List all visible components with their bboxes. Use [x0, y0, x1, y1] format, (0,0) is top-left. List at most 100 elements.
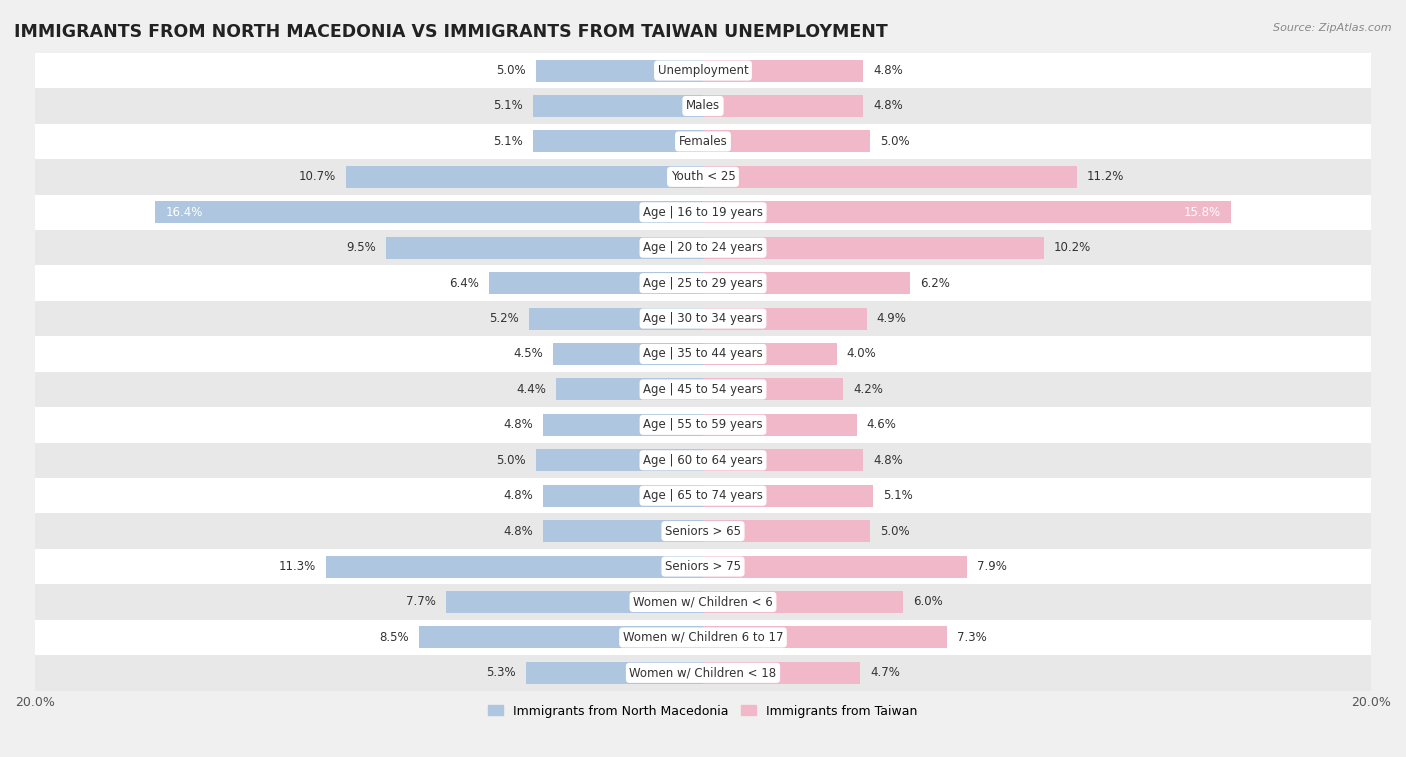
Bar	[703, 130, 870, 152]
Text: Women w/ Children 6 to 17: Women w/ Children 6 to 17	[623, 631, 783, 644]
Bar	[703, 484, 873, 506]
Text: 4.6%: 4.6%	[866, 419, 897, 431]
Legend: Immigrants from North Macedonia, Immigrants from Taiwan: Immigrants from North Macedonia, Immigra…	[484, 699, 922, 723]
Bar	[703, 556, 967, 578]
FancyBboxPatch shape	[35, 478, 1371, 513]
Bar	[385, 237, 703, 259]
Text: Age | 35 to 44 years: Age | 35 to 44 years	[643, 347, 763, 360]
Text: 7.7%: 7.7%	[406, 596, 436, 609]
Text: 5.0%: 5.0%	[496, 64, 526, 77]
Bar	[703, 343, 837, 365]
Bar	[703, 520, 870, 542]
Text: 8.5%: 8.5%	[380, 631, 409, 644]
Text: Age | 55 to 59 years: Age | 55 to 59 years	[643, 419, 763, 431]
Bar	[703, 378, 844, 400]
FancyBboxPatch shape	[35, 655, 1371, 690]
Text: Seniors > 75: Seniors > 75	[665, 560, 741, 573]
Bar	[703, 273, 910, 294]
FancyBboxPatch shape	[35, 159, 1371, 195]
FancyBboxPatch shape	[35, 549, 1371, 584]
Bar	[533, 95, 703, 117]
Text: Males: Males	[686, 99, 720, 113]
Text: 9.5%: 9.5%	[346, 241, 375, 254]
Text: Age | 16 to 19 years: Age | 16 to 19 years	[643, 206, 763, 219]
Text: 4.2%: 4.2%	[853, 383, 883, 396]
Text: 16.4%: 16.4%	[166, 206, 202, 219]
Bar	[703, 450, 863, 472]
Text: 10.7%: 10.7%	[298, 170, 336, 183]
Text: 4.8%: 4.8%	[873, 99, 903, 113]
Bar	[703, 60, 863, 82]
FancyBboxPatch shape	[35, 372, 1371, 407]
FancyBboxPatch shape	[35, 301, 1371, 336]
FancyBboxPatch shape	[35, 513, 1371, 549]
Bar	[529, 307, 703, 329]
Text: 15.8%: 15.8%	[1184, 206, 1220, 219]
Bar	[533, 130, 703, 152]
Text: 7.3%: 7.3%	[957, 631, 987, 644]
Text: 5.2%: 5.2%	[489, 312, 519, 325]
Text: 6.0%: 6.0%	[914, 596, 943, 609]
Bar	[489, 273, 703, 294]
Bar	[555, 378, 703, 400]
Text: 4.8%: 4.8%	[503, 525, 533, 537]
Bar	[155, 201, 703, 223]
Text: Age | 30 to 34 years: Age | 30 to 34 years	[643, 312, 763, 325]
Text: Age | 60 to 64 years: Age | 60 to 64 years	[643, 453, 763, 467]
Text: 4.7%: 4.7%	[870, 666, 900, 679]
Text: 7.9%: 7.9%	[977, 560, 1007, 573]
Text: Youth < 25: Youth < 25	[671, 170, 735, 183]
Text: 5.3%: 5.3%	[486, 666, 516, 679]
Bar	[703, 627, 946, 649]
Bar	[536, 450, 703, 472]
Text: 4.9%: 4.9%	[877, 312, 907, 325]
Text: 11.3%: 11.3%	[278, 560, 315, 573]
FancyBboxPatch shape	[35, 336, 1371, 372]
Text: Unemployment: Unemployment	[658, 64, 748, 77]
FancyBboxPatch shape	[35, 407, 1371, 443]
Bar	[703, 237, 1043, 259]
Bar	[703, 201, 1230, 223]
Text: 4.8%: 4.8%	[873, 64, 903, 77]
Text: 4.8%: 4.8%	[873, 453, 903, 467]
FancyBboxPatch shape	[35, 53, 1371, 89]
Bar	[703, 414, 856, 436]
Text: 4.8%: 4.8%	[503, 419, 533, 431]
FancyBboxPatch shape	[35, 443, 1371, 478]
Text: 4.0%: 4.0%	[846, 347, 876, 360]
Text: Source: ZipAtlas.com: Source: ZipAtlas.com	[1274, 23, 1392, 33]
Text: IMMIGRANTS FROM NORTH MACEDONIA VS IMMIGRANTS FROM TAIWAN UNEMPLOYMENT: IMMIGRANTS FROM NORTH MACEDONIA VS IMMIG…	[14, 23, 887, 41]
Text: 6.2%: 6.2%	[920, 276, 950, 290]
Text: Age | 45 to 54 years: Age | 45 to 54 years	[643, 383, 763, 396]
Text: 6.4%: 6.4%	[450, 276, 479, 290]
Bar	[703, 307, 866, 329]
Bar	[703, 166, 1077, 188]
Bar	[703, 662, 860, 684]
Bar	[446, 591, 703, 613]
FancyBboxPatch shape	[35, 123, 1371, 159]
Bar	[419, 627, 703, 649]
Bar	[703, 591, 904, 613]
Text: 4.4%: 4.4%	[516, 383, 546, 396]
Text: 5.0%: 5.0%	[496, 453, 526, 467]
Text: Seniors > 65: Seniors > 65	[665, 525, 741, 537]
Text: 5.0%: 5.0%	[880, 525, 910, 537]
Text: Women w/ Children < 6: Women w/ Children < 6	[633, 596, 773, 609]
FancyBboxPatch shape	[35, 89, 1371, 123]
Bar	[703, 95, 863, 117]
Bar	[543, 520, 703, 542]
Text: Age | 25 to 29 years: Age | 25 to 29 years	[643, 276, 763, 290]
Text: 11.2%: 11.2%	[1087, 170, 1125, 183]
FancyBboxPatch shape	[35, 195, 1371, 230]
FancyBboxPatch shape	[35, 584, 1371, 620]
Text: Age | 65 to 74 years: Age | 65 to 74 years	[643, 489, 763, 502]
Bar	[543, 484, 703, 506]
FancyBboxPatch shape	[35, 266, 1371, 301]
Bar	[526, 662, 703, 684]
Bar	[543, 414, 703, 436]
Text: Age | 20 to 24 years: Age | 20 to 24 years	[643, 241, 763, 254]
Text: 5.1%: 5.1%	[494, 99, 523, 113]
Text: 10.2%: 10.2%	[1053, 241, 1091, 254]
Text: 5.1%: 5.1%	[883, 489, 912, 502]
Text: 4.8%: 4.8%	[503, 489, 533, 502]
